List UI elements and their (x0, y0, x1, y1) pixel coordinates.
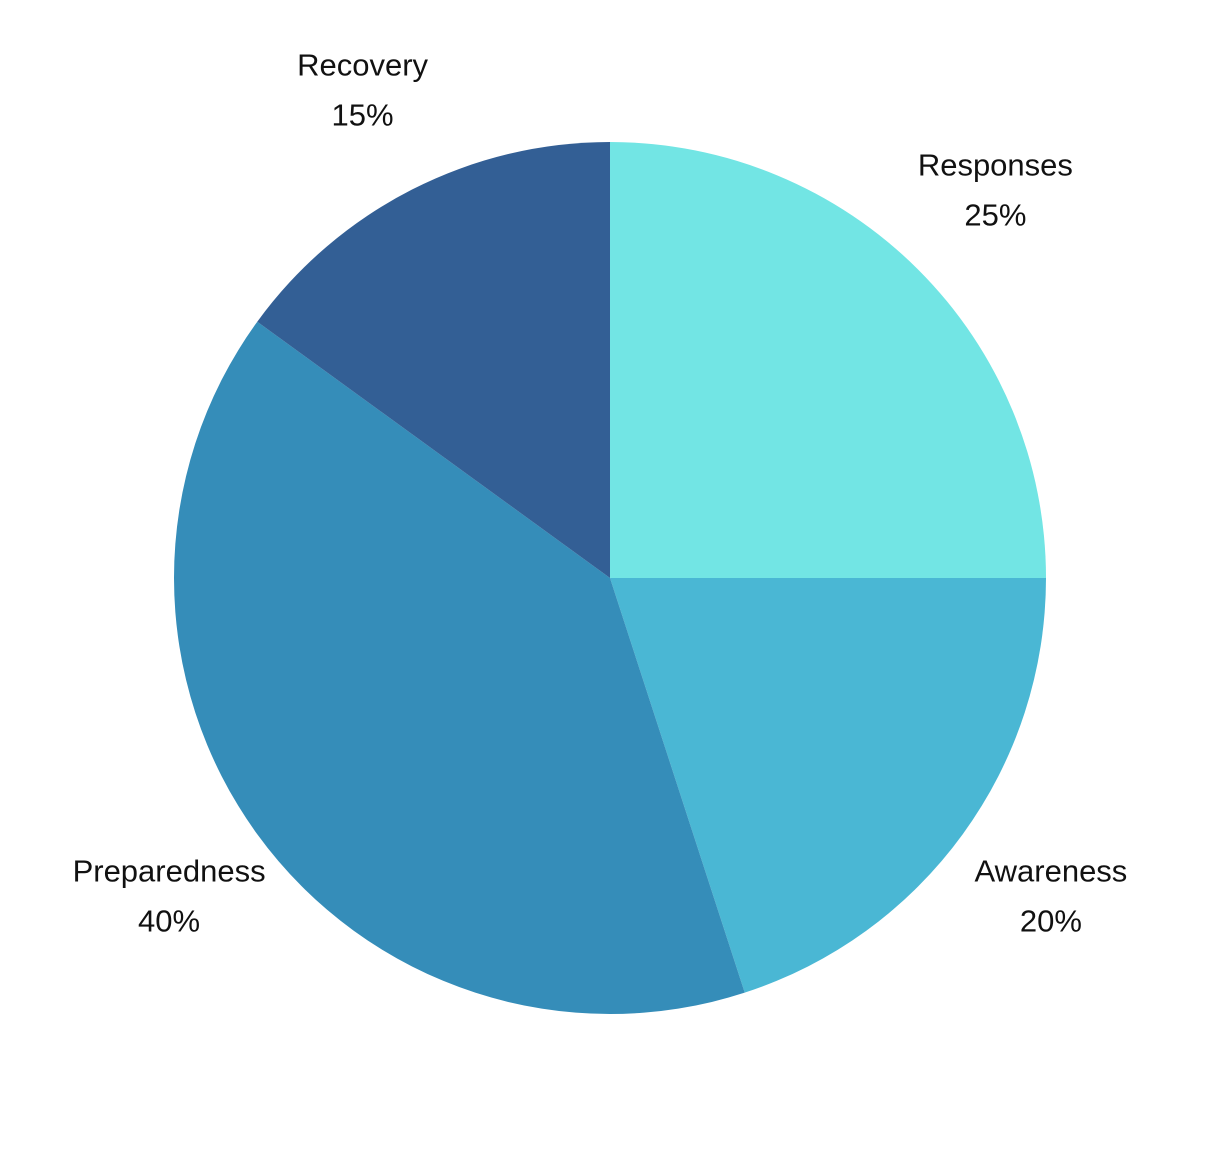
pie-slices (173, 141, 1046, 1015)
slice-label-preparedness: Preparedness (73, 853, 266, 888)
pie-labels: Responses 25% Awareness 20% Preparedness 40% R… (73, 47, 1128, 938)
pie-slice-responses (610, 142, 1046, 578)
slice-percent-responses: 25% (964, 198, 1026, 233)
slice-percent-preparedness: 40% (138, 903, 200, 938)
slice-label-responses: Responses (918, 148, 1073, 183)
slice-label-recovery: Recovery (297, 47, 428, 82)
slice-percent-recovery: 15% (332, 97, 394, 132)
pie-slice-recovery (257, 141, 610, 578)
pie-slice-awareness (610, 578, 1046, 993)
pie-slice-preparedness (173, 321, 745, 1015)
slice-label-awareness: Awareness (975, 853, 1128, 888)
slice-percent-awareness: 20% (1020, 903, 1082, 938)
